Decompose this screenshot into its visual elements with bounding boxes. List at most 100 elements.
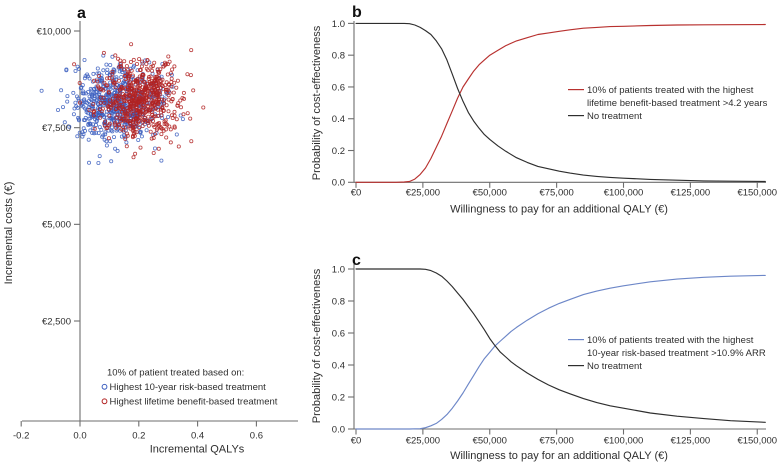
scatter-point	[97, 94, 102, 99]
scatter-point	[146, 75, 151, 80]
scatter-point	[119, 61, 124, 66]
scatter-point	[154, 127, 159, 132]
scatter-point	[98, 115, 103, 120]
scatter-series-1	[72, 42, 206, 160]
scatter-point	[123, 99, 128, 104]
scatter-point	[128, 60, 133, 65]
scatter-point	[113, 120, 118, 125]
x-tick-label: 0.4	[191, 431, 204, 442]
scatter-point	[148, 129, 153, 134]
scatter-point	[122, 67, 127, 72]
scatter-point	[137, 125, 142, 130]
scatter-point	[139, 64, 144, 69]
scatter-point	[77, 118, 82, 123]
scatter-point	[77, 81, 82, 86]
scatter-point	[178, 98, 183, 103]
scatter-point	[160, 116, 165, 121]
scatter-point	[112, 135, 117, 140]
scatter-point	[165, 122, 170, 127]
scatter-point	[82, 76, 87, 81]
scatter-point	[97, 74, 102, 79]
scatter-point	[172, 113, 177, 118]
scatter-point	[129, 42, 134, 47]
scatter-point	[98, 100, 103, 105]
scatter-point	[113, 80, 118, 85]
scatter-point	[140, 72, 145, 77]
scatter-point	[110, 94, 115, 99]
scatter-point	[168, 71, 173, 76]
x-tick-label: €0	[351, 188, 362, 199]
scatter-point	[125, 85, 130, 90]
scatter-point	[166, 115, 171, 120]
scatter-point	[77, 130, 82, 135]
scatter-point	[103, 130, 108, 135]
scatter-point	[113, 85, 118, 90]
scatter-point	[56, 108, 61, 113]
scatter-point	[102, 100, 107, 105]
scatter-point	[166, 109, 171, 114]
scatter-point	[122, 93, 127, 98]
scatter-point	[181, 90, 186, 95]
scatter-point	[160, 77, 165, 82]
scatter-point	[90, 94, 95, 99]
scatter-point	[107, 121, 112, 126]
scatter-point	[175, 103, 180, 108]
scatter-point	[127, 76, 132, 81]
legend-label: No treatment	[587, 361, 642, 372]
panel-letter-c: c	[352, 252, 361, 269]
scatter-point	[86, 137, 91, 142]
scatter-point	[95, 108, 100, 113]
scatter-point	[119, 117, 124, 122]
scatter-point	[99, 127, 104, 132]
scatter-point	[150, 103, 155, 108]
scatter-point	[168, 140, 173, 145]
scatter-point	[114, 106, 119, 111]
scatter-point	[102, 80, 107, 85]
y-tick-label: 0.6	[332, 82, 345, 93]
y-axis-title: Probability of cost-effectiveness	[311, 268, 323, 423]
scatter-point	[146, 97, 151, 102]
scatter-point	[105, 76, 110, 81]
scatter-point	[73, 69, 78, 74]
scatter-point	[158, 126, 163, 131]
scatter-point	[105, 125, 110, 130]
scatter-point	[83, 74, 88, 79]
scatter-point	[88, 116, 93, 121]
scatter-point	[73, 100, 78, 105]
y-tick-label: 0.2	[332, 146, 345, 157]
scatter-point	[188, 73, 193, 78]
x-tick-label: €25,000	[406, 188, 440, 199]
scatter-point	[191, 88, 196, 93]
scatter-point	[155, 93, 160, 98]
scatter-point	[84, 91, 89, 96]
scatter-point	[188, 116, 193, 121]
scatter-point	[138, 145, 143, 150]
scatter-point	[166, 54, 171, 59]
scatter-point	[189, 48, 194, 53]
scatter-point	[147, 79, 152, 84]
scatter-point	[128, 80, 133, 85]
scatter-point	[92, 91, 97, 96]
scatter-point	[146, 104, 151, 109]
scatter-point	[145, 104, 150, 109]
scatter-point	[87, 76, 92, 81]
x-tick-label: €150,000	[737, 436, 777, 447]
scatter-point	[164, 103, 169, 108]
scatter-point	[151, 119, 156, 124]
scatter-point	[75, 134, 80, 139]
scatter-point	[131, 118, 136, 123]
y-tick-label: 0.0	[332, 178, 345, 189]
scatter-point	[170, 67, 175, 72]
legend-label: Highest lifetime benefit-based treatment	[110, 397, 278, 408]
scatter-point	[159, 132, 164, 137]
scatter-point	[117, 102, 122, 107]
y-axis-title: Incremental costs (€)	[3, 182, 15, 285]
scatter-point	[80, 134, 85, 139]
scatter-point	[178, 105, 183, 110]
scatter-point	[75, 105, 80, 110]
scatter-point	[127, 89, 132, 94]
scatter-point	[161, 108, 166, 113]
y-tick-label: 0.2	[332, 392, 345, 403]
scatter-point	[94, 130, 99, 135]
scatter-point	[131, 117, 136, 122]
